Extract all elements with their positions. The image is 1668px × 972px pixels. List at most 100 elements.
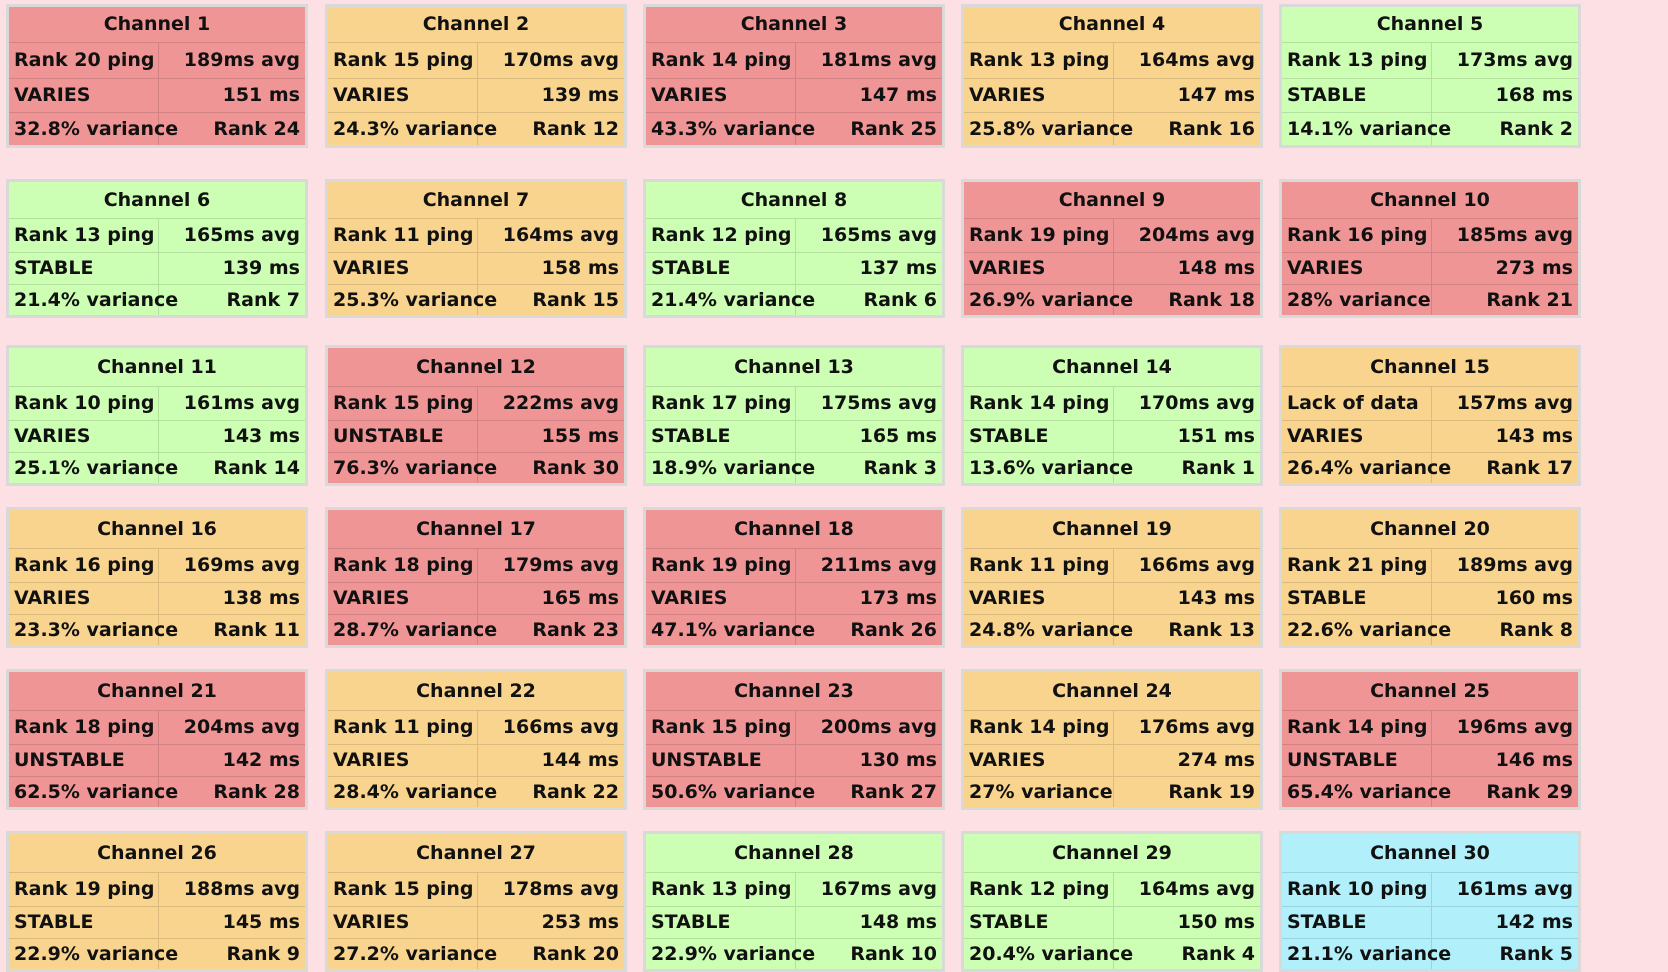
channel-card-18[interactable]: Channel 18 Rank 19 ping 211ms avg VARIES 173…	[643, 507, 945, 648]
variance-row: 21.1% variance Rank 5	[1282, 939, 1578, 969]
channel-card-11[interactable]: Channel 11 Rank 10 ping 161ms avg VARIES 143…	[6, 345, 308, 486]
overall-rank: Rank 15	[532, 289, 619, 311]
channel-card-2[interactable]: Channel 2 Rank 15 ping 170ms avg VARIES 139 …	[325, 4, 627, 148]
overall-rank: Rank 27	[850, 781, 937, 803]
channel-title: Channel 5	[1282, 7, 1578, 43]
ping-row: Rank 19 ping 188ms avg	[9, 873, 305, 907]
channel-card-30[interactable]: Channel 30 Rank 10 ping 161ms avg STABLE 142…	[1279, 831, 1581, 972]
variance-row: 27% variance Rank 19	[964, 777, 1260, 807]
avg-ping: 204ms avg	[183, 716, 300, 738]
variance-row: 26.4% variance Rank 17	[1282, 453, 1578, 483]
channel-card-12[interactable]: Channel 12 Rank 15 ping 222ms avg UNSTABLE 1…	[325, 345, 627, 486]
ping-row: Rank 15 ping 222ms avg	[328, 387, 624, 421]
channel-card-8[interactable]: Channel 8 Rank 12 ping 165ms avg STABLE 137 …	[643, 179, 945, 318]
avg-ping: 157ms avg	[1456, 392, 1573, 414]
variance: 28% variance	[1282, 285, 1432, 315]
stability-row: VARIES 147 ms	[964, 79, 1260, 113]
channel-card-20[interactable]: Channel 20 Rank 21 ping 189ms avg STABLE 160…	[1279, 507, 1581, 648]
channel-card-26[interactable]: Channel 26 Rank 19 ping 188ms avg STABLE 145…	[6, 831, 308, 972]
overall-rank: Rank 9	[226, 943, 300, 965]
overall-rank: Rank 17	[1486, 457, 1573, 479]
overall-rank: Rank 5	[1499, 943, 1573, 965]
channel-card-5[interactable]: Channel 5 Rank 13 ping 173ms avg STABLE 168 …	[1279, 4, 1581, 148]
overall-rank: Rank 18	[1168, 289, 1255, 311]
ping-row: Rank 11 ping 166ms avg	[328, 711, 624, 745]
channel-card-27[interactable]: Channel 27 Rank 15 ping 178ms avg VARIES 253…	[325, 831, 627, 972]
channel-title: Channel 14	[964, 348, 1260, 387]
channel-title: Channel 23	[646, 672, 942, 711]
channel-card-14[interactable]: Channel 14 Rank 14 ping 170ms avg STABLE 151…	[961, 345, 1263, 486]
variance: 28.7% variance	[328, 615, 497, 645]
channel-card-13[interactable]: Channel 13 Rank 17 ping 175ms avg STABLE 165…	[643, 345, 945, 486]
channel-card-17[interactable]: Channel 17 Rank 18 ping 179ms avg VARIES 165…	[325, 507, 627, 648]
variance-row: 23.3% variance Rank 11	[9, 615, 305, 645]
channel-card-29[interactable]: Channel 29 Rank 12 ping 164ms avg STABLE 150…	[961, 831, 1263, 972]
channel-card-6[interactable]: Channel 6 Rank 13 ping 165ms avg STABLE 139 …	[6, 179, 308, 318]
channel-title: Channel 2	[328, 7, 624, 43]
avg-ping: 166ms avg	[1138, 554, 1255, 576]
channel-card-9[interactable]: Channel 9 Rank 19 ping 204ms avg VARIES 148 …	[961, 179, 1263, 318]
overall-rank: Rank 30	[532, 457, 619, 479]
channel-card-4[interactable]: Channel 4 Rank 13 ping 164ms avg VARIES 147 …	[961, 4, 1263, 148]
channel-card-28[interactable]: Channel 28 Rank 13 ping 167ms avg STABLE 148…	[643, 831, 945, 972]
channel-card-10[interactable]: Channel 10 Rank 16 ping 185ms avg VARIES 273…	[1279, 179, 1581, 318]
overall-rank: Rank 12	[532, 118, 619, 140]
channel-card-22[interactable]: Channel 22 Rank 11 ping 166ms avg VARIES 144…	[325, 669, 627, 810]
stability-status: VARIES	[9, 583, 159, 614]
channel-card-25[interactable]: Channel 25 Rank 14 ping 196ms avg UNSTABLE 1…	[1279, 669, 1581, 810]
channel-card-7[interactable]: Channel 7 Rank 11 ping 164ms avg VARIES 158 …	[325, 179, 627, 318]
variance: 62.5% variance	[9, 777, 178, 807]
stability-row: VARIES 165 ms	[328, 583, 624, 615]
stability-row: STABLE 151 ms	[964, 421, 1260, 453]
latency-ms: 168 ms	[1495, 84, 1573, 106]
avg-ping: 165ms avg	[820, 224, 937, 246]
latency-ms: 155 ms	[541, 425, 619, 447]
channel-title: Channel 10	[1282, 182, 1578, 219]
ping-rank: Rank 18 ping	[9, 711, 159, 744]
stability-row: UNSTABLE 155 ms	[328, 421, 624, 453]
stability-row: VARIES 144 ms	[328, 745, 624, 777]
stability-row: UNSTABLE 146 ms	[1282, 745, 1578, 777]
variance: 22.6% variance	[1282, 615, 1451, 645]
variance: 24.8% variance	[964, 615, 1133, 645]
variance-row: 62.5% variance Rank 28	[9, 777, 305, 807]
avg-ping: 170ms avg	[502, 49, 619, 71]
channel-title: Channel 21	[9, 672, 305, 711]
ping-row: Lack of data 157ms avg	[1282, 387, 1578, 421]
stability-status: VARIES	[328, 745, 478, 776]
ping-row: Rank 17 ping 175ms avg	[646, 387, 942, 421]
ping-row: Rank 14 ping 176ms avg	[964, 711, 1260, 745]
channel-card-24[interactable]: Channel 24 Rank 14 ping 176ms avg VARIES 274…	[961, 669, 1263, 810]
channel-title: Channel 4	[964, 7, 1260, 43]
variance: 21.1% variance	[1282, 939, 1451, 969]
stability-row: STABLE 142 ms	[1282, 907, 1578, 939]
avg-ping: 222ms avg	[502, 392, 619, 414]
latency-ms: 139 ms	[222, 257, 300, 279]
variance-row: 32.8% variance Rank 24	[9, 113, 305, 145]
channel-title: Channel 11	[9, 348, 305, 387]
channel-card-15[interactable]: Channel 15 Lack of data 157ms avg VARIES 143…	[1279, 345, 1581, 486]
overall-rank: Rank 22	[532, 781, 619, 803]
stability-status: UNSTABLE	[328, 421, 478, 452]
avg-ping: 166ms avg	[502, 716, 619, 738]
ping-rank: Rank 13 ping	[646, 873, 796, 906]
channel-card-23[interactable]: Channel 23 Rank 15 ping 200ms avg UNSTABLE 1…	[643, 669, 945, 810]
ping-row: Rank 11 ping 164ms avg	[328, 219, 624, 253]
stability-status: VARIES	[964, 79, 1114, 112]
channel-card-16[interactable]: Channel 16 Rank 16 ping 169ms avg VARIES 138…	[6, 507, 308, 648]
channel-card-3[interactable]: Channel 3 Rank 14 ping 181ms avg VARIES 147 …	[643, 4, 945, 148]
channel-title: Channel 26	[9, 834, 305, 873]
channel-title: Channel 30	[1282, 834, 1578, 873]
stability-status: STABLE	[1282, 583, 1432, 614]
channel-title: Channel 19	[964, 510, 1260, 549]
channel-title: Channel 7	[328, 182, 624, 219]
stability-status: STABLE	[1282, 907, 1432, 938]
channel-title: Channel 22	[328, 672, 624, 711]
channel-card-19[interactable]: Channel 19 Rank 11 ping 166ms avg VARIES 143…	[961, 507, 1263, 648]
latency-ms: 143 ms	[222, 425, 300, 447]
channel-card-21[interactable]: Channel 21 Rank 18 ping 204ms avg UNSTABLE 1…	[6, 669, 308, 810]
ping-rank: Rank 15 ping	[328, 43, 478, 78]
ping-rank: Rank 13 ping	[9, 219, 159, 252]
channel-card-1[interactable]: Channel 1 Rank 20 ping 189ms avg VARIES 151 …	[6, 4, 308, 148]
ping-row: Rank 13 ping 173ms avg	[1282, 43, 1578, 79]
